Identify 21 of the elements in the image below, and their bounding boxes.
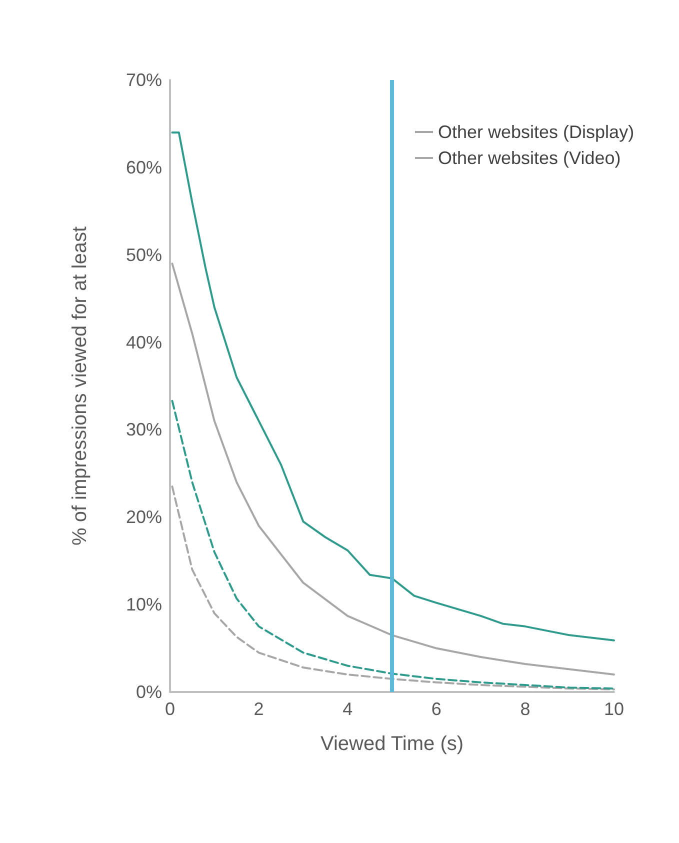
y-tick-label: 40% [126, 332, 162, 352]
y-tick-label: 0% [136, 682, 162, 702]
y-axis-title: % of impressions viewed for at least [69, 226, 91, 546]
x-tick-label: 0 [164, 699, 176, 719]
x-tick-label: 8 [520, 699, 530, 719]
y-tick-label: 30% [126, 420, 162, 440]
y-tick-label: 20% [126, 507, 162, 528]
line-series [171, 400, 615, 690]
y-tick-label: 10% [126, 594, 162, 615]
y-tick-label: 50% [126, 244, 162, 265]
x-axis-title: Viewed Time (s) [320, 733, 464, 755]
line-series [171, 486, 615, 690]
legend-label: Other websites (Display) [438, 122, 634, 142]
x-tick-label: 10 [604, 699, 624, 719]
x-tick-label: 6 [431, 699, 442, 719]
y-tick-label: 70% [126, 70, 162, 90]
line-series [171, 262, 615, 676]
x-tick-label: 4 [342, 699, 353, 719]
y-tick-label: 60% [126, 157, 162, 178]
x-tick-label: 2 [254, 699, 264, 719]
legend-label: Other websites (Video) [438, 148, 621, 168]
